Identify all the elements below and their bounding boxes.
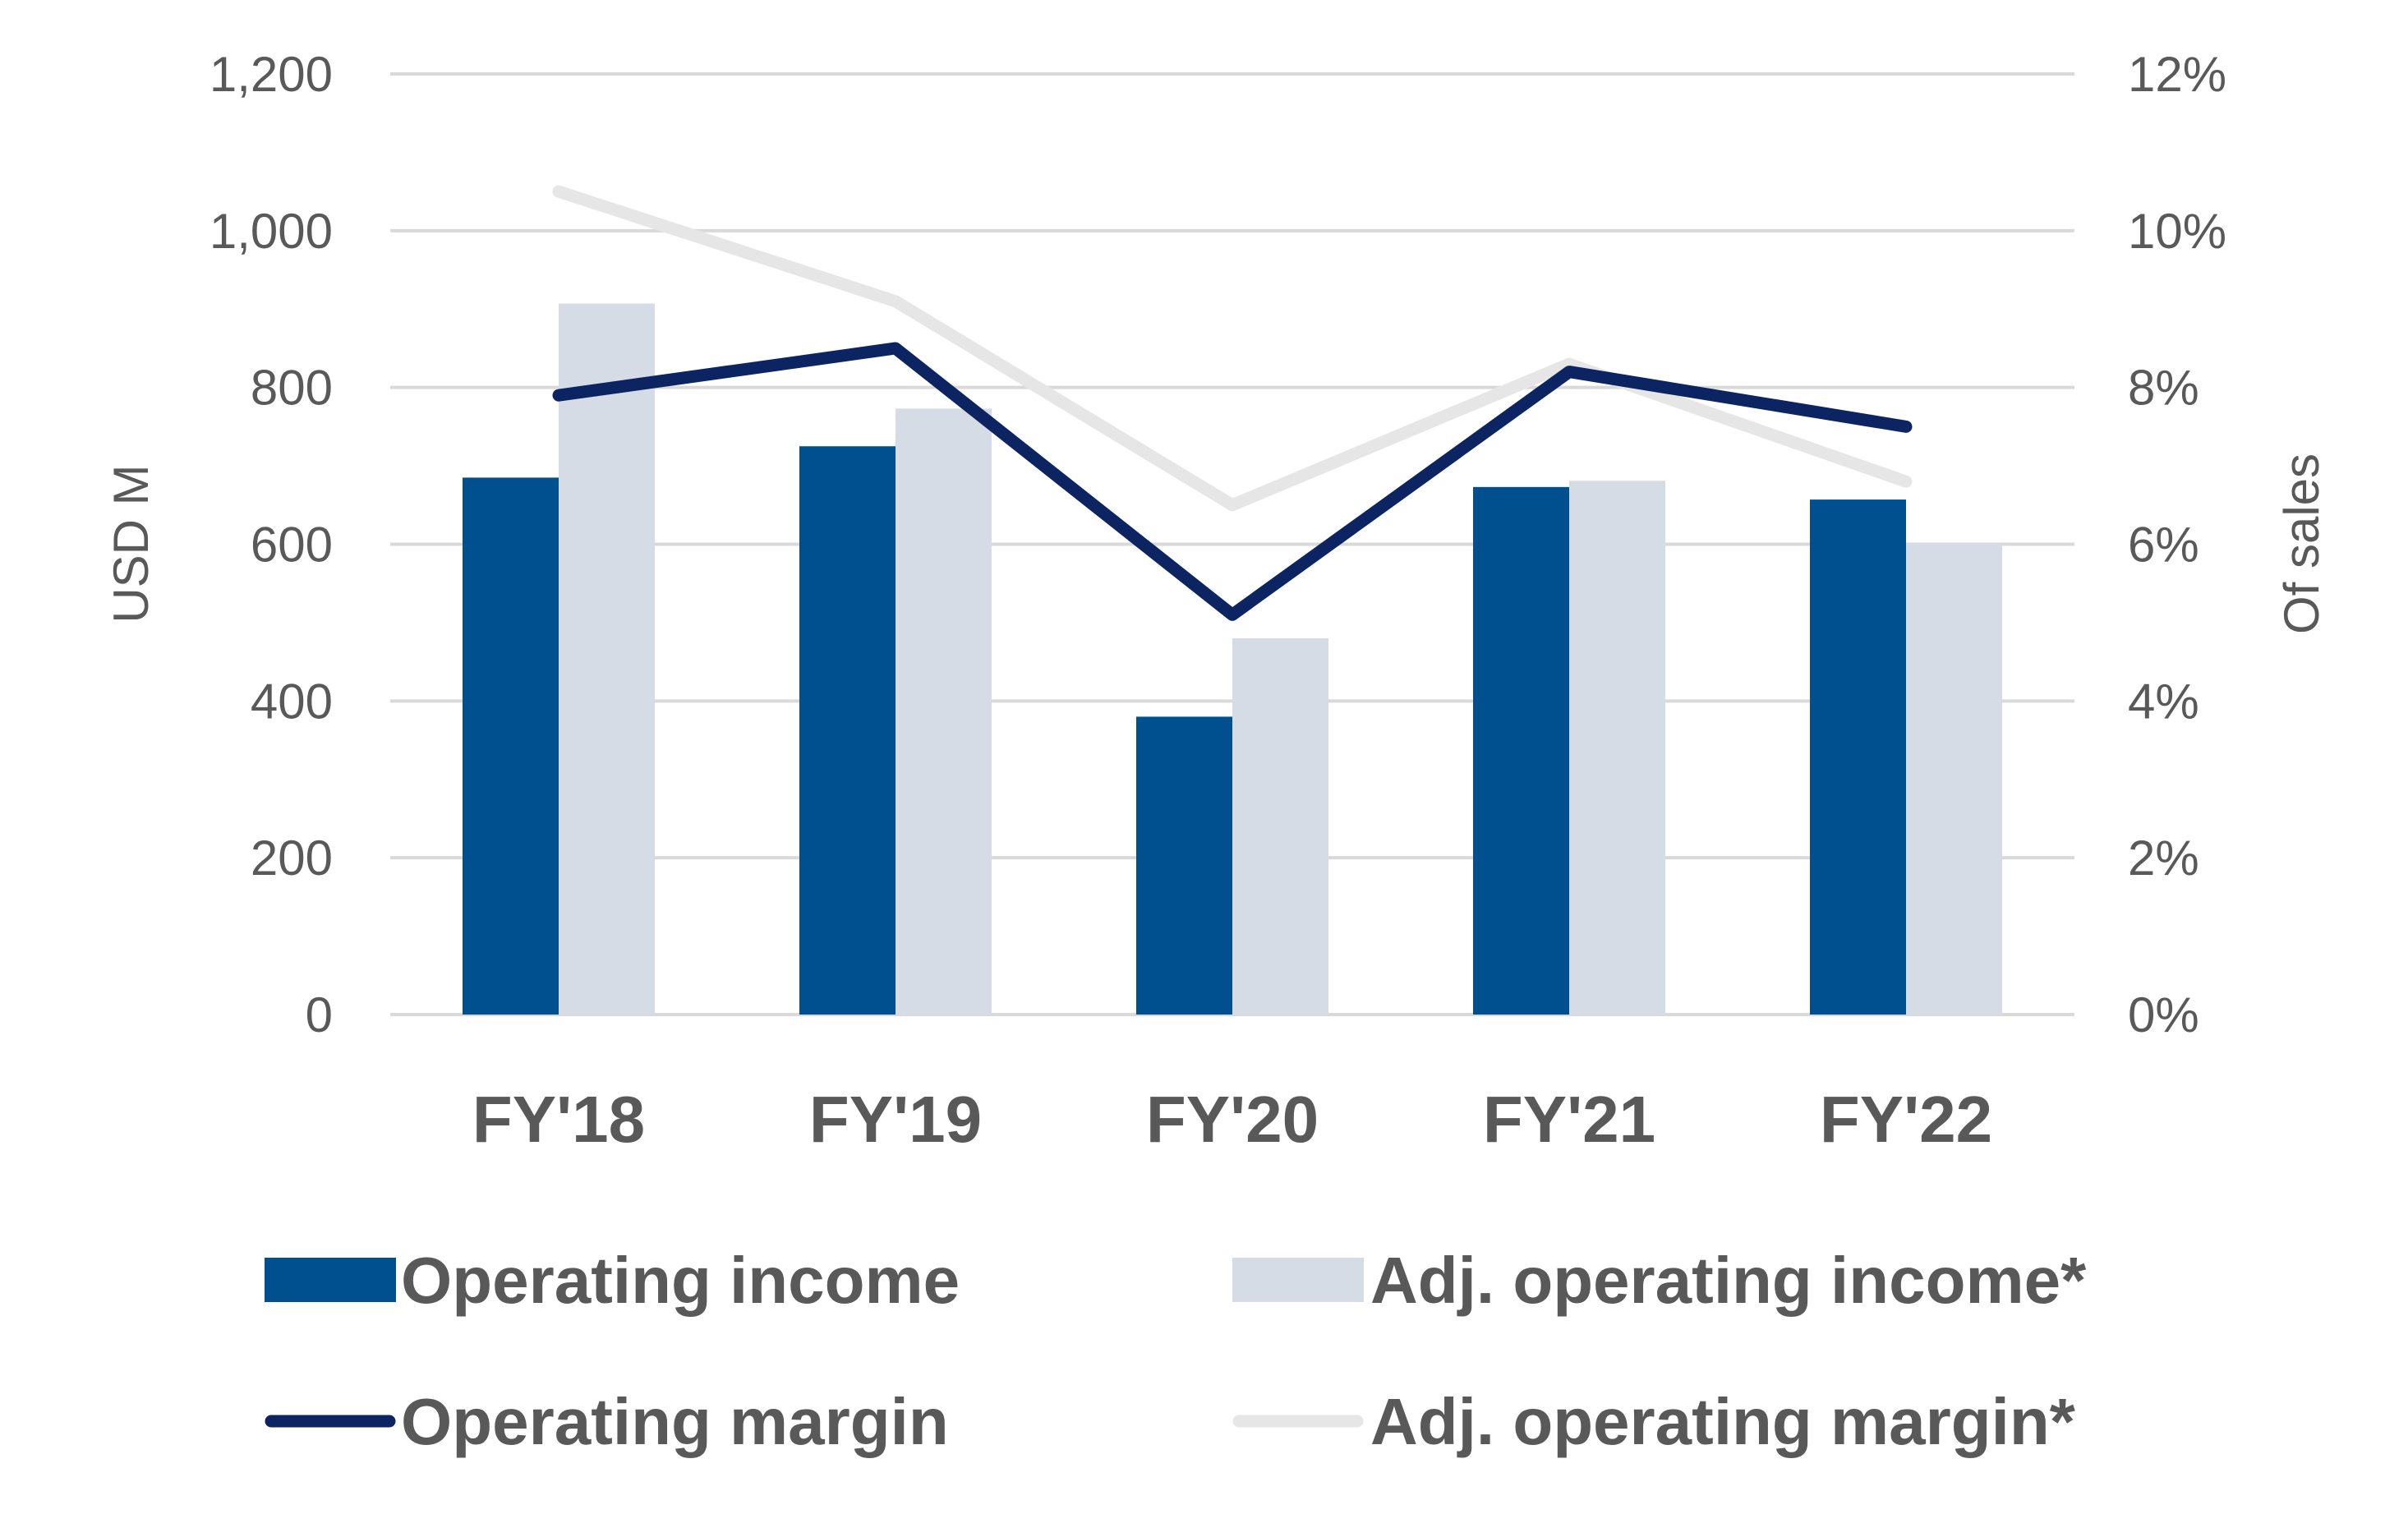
bars: [463, 303, 2002, 1015]
category-label: FY'19: [809, 1083, 982, 1156]
bar-operating-income: [1810, 499, 1906, 1015]
bar-operating-income: [1136, 716, 1232, 1015]
line-operating-margin: [552, 342, 1913, 621]
right-tick-label: 2%: [2128, 831, 2199, 886]
legend: Operating income Adj. operating income* …: [265, 1244, 2087, 1458]
left-tick-label: 0: [306, 987, 333, 1042]
bar-adj-operating-income: [1569, 481, 1665, 1015]
legend-swatch-operating-income: [265, 1258, 396, 1302]
bar-operating-income: [1473, 486, 1569, 1015]
bar-operating-income: [463, 477, 559, 1015]
legend-label-adj-operating-income: Adj. operating income*: [1370, 1244, 2087, 1317]
right-axis-title: Of sales: [2274, 453, 2329, 634]
bar-adj-operating-income: [1232, 638, 1328, 1015]
category-label: FY'21: [1483, 1083, 1655, 1156]
category-label: FY'20: [1146, 1083, 1319, 1156]
bar-operating-income: [799, 446, 896, 1015]
bar-adj-operating-income: [896, 408, 992, 1015]
left-tick-label: 200: [251, 831, 333, 886]
legend-swatch-adj-operating-income: [1232, 1258, 1364, 1302]
left-axis-title: USD M: [104, 464, 159, 623]
left-tick-label: 600: [251, 518, 333, 573]
right-axis-ticks: 0% 2% 4% 6% 8% 10% 12%: [2128, 47, 2226, 1042]
right-tick-label: 0%: [2128, 987, 2199, 1042]
right-tick-label: 4%: [2128, 674, 2199, 729]
legend-label-adj-operating-margin: Adj. operating margin*: [1370, 1385, 2076, 1458]
legend-label-operating-margin: Operating margin: [401, 1385, 949, 1458]
line-adj-operating-margin: [552, 185, 1913, 512]
right-tick-label: 12%: [2128, 47, 2226, 102]
left-tick-label: 1,200: [209, 47, 333, 102]
series-lines: [552, 185, 1913, 621]
right-tick-label: 10%: [2128, 204, 2226, 259]
legend-label-operating-income: Operating income: [401, 1244, 960, 1317]
category-labels: FY'18 FY'19 FY'20 FY'21 FY'22: [472, 1083, 1992, 1156]
bar-adj-operating-income: [559, 303, 655, 1015]
left-tick-label: 400: [251, 674, 333, 729]
left-tick-label: 1,000: [209, 204, 333, 259]
category-label: FY'18: [472, 1083, 645, 1156]
left-axis-ticks: 0 200 400 600 800 1,000 1,200: [209, 47, 333, 1042]
left-tick-label: 800: [251, 361, 333, 416]
right-tick-label: 8%: [2128, 361, 2199, 416]
category-label: FY'22: [1820, 1083, 1992, 1156]
bar-adj-operating-income: [1906, 542, 2002, 1015]
right-tick-label: 6%: [2128, 518, 2199, 573]
